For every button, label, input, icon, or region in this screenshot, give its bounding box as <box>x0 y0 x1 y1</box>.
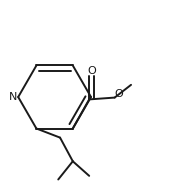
Text: O: O <box>115 89 124 99</box>
Text: O: O <box>87 66 96 76</box>
Text: N: N <box>9 92 17 102</box>
